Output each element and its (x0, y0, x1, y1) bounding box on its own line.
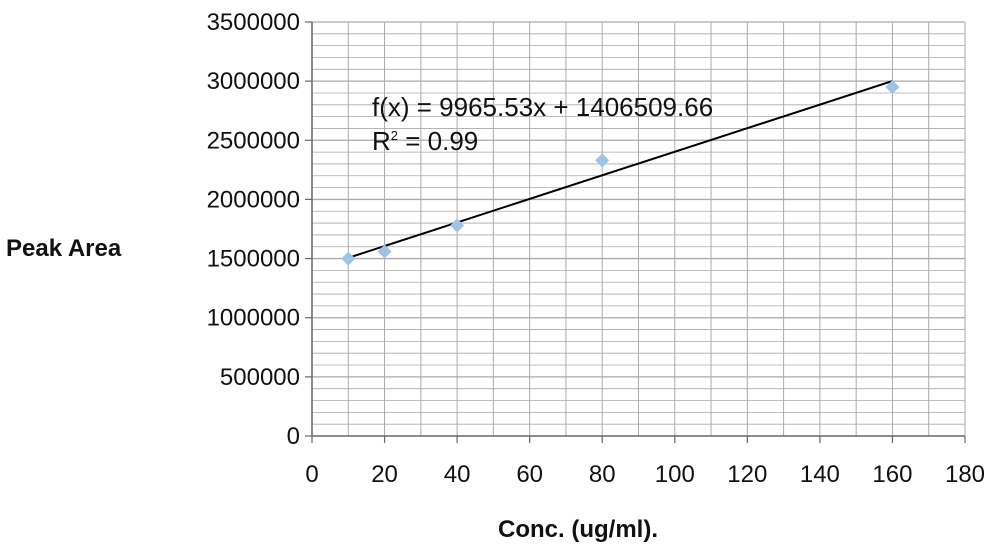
x-tick-label: 120 (727, 461, 767, 488)
data-point (885, 80, 900, 95)
x-tick-label: 80 (589, 461, 616, 488)
y-tick-label: 2500000 (207, 127, 300, 154)
x-tick-label: 40 (444, 461, 471, 488)
data-point (377, 244, 392, 259)
data-point (595, 153, 610, 168)
data-points (341, 80, 900, 266)
equation-annotation: f(x) = 9965.53x + 1406509.66 (372, 92, 713, 122)
x-tick-label: 140 (800, 461, 840, 488)
y-tick-labels: 0 500000 1000000 1500000 2000000 2500000 30000… (207, 9, 300, 450)
data-point (450, 218, 465, 233)
y-axis-title: Peak Area (6, 235, 122, 262)
y-tick-label: 500000 (220, 364, 300, 391)
grid (312, 21, 966, 436)
y-tick-label: 1000000 (207, 305, 300, 332)
r-squared-annotation: R2 = 0.99 (372, 126, 478, 156)
trendline-layer (347, 80, 893, 259)
y-tick-label: 2000000 (207, 186, 300, 213)
x-tick-label: 20 (371, 461, 398, 488)
x-tick-label: 0 (305, 461, 318, 488)
r-squared-superscript: 2 (391, 128, 398, 143)
x-tick-label: 160 (872, 461, 912, 488)
r-squared-value: = 0.99 (398, 126, 478, 156)
data-point (341, 251, 356, 266)
y-tick-label: 1500000 (207, 246, 300, 273)
x-tick-label: 100 (655, 461, 695, 488)
x-tick-label: 180 (945, 461, 985, 488)
x-axis-title: Conc. (ug/ml). (498, 516, 658, 543)
y-tick-label: 3000000 (207, 68, 300, 95)
r-squared-prefix: R (372, 126, 391, 156)
trendline (347, 80, 893, 259)
x-tick-labels: 0 20 40 60 80 100 120 140 160 180 (305, 461, 985, 488)
y-tick-label: 0 (287, 423, 300, 450)
x-tick-label: 60 (516, 461, 543, 488)
axes (305, 21, 966, 443)
y-tick-label: 3500000 (207, 9, 300, 36)
